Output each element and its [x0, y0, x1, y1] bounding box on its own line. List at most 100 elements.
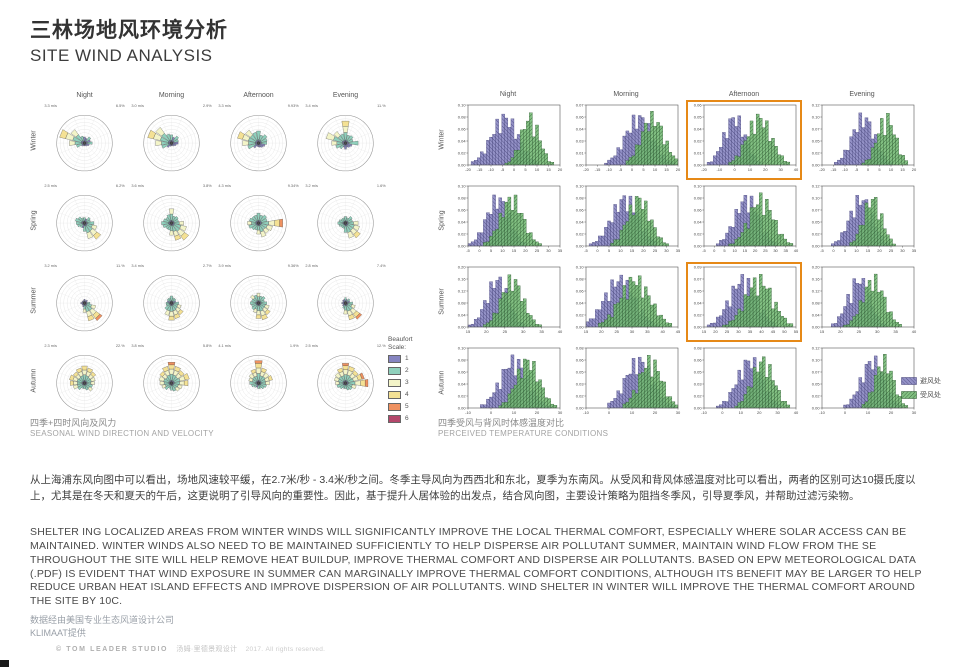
- svg-text:20: 20: [676, 167, 681, 172]
- svg-text:9.36%: 9.36%: [288, 264, 300, 268]
- svg-text:0.10: 0.10: [458, 102, 467, 107]
- beaufort-legend-item: 5: [388, 402, 413, 411]
- svg-text:20: 20: [753, 248, 758, 253]
- row-label-text: Spring: [439, 210, 447, 231]
- beaufort-legend-item: 6: [388, 414, 413, 423]
- beaufort-legend-item: 1: [388, 354, 413, 363]
- svg-text:3.2 m/s: 3.2 m/s: [44, 264, 57, 268]
- svg-text:0.05: 0.05: [576, 369, 585, 374]
- svg-text:15: 15: [702, 329, 707, 334]
- svg-text:-20: -20: [465, 167, 472, 172]
- svg-text:0.06: 0.06: [576, 114, 585, 119]
- svg-text:-10: -10: [606, 167, 613, 172]
- column-header-night: Night: [499, 91, 517, 98]
- svg-text:0.04: 0.04: [458, 381, 467, 386]
- histogram-chart: 0.00 0.02 0.04 0.05 0.07 0.09 15 20 25 30 35 40 45 50…: [694, 264, 799, 334]
- wind-rose: 2.3 m/s 22.%: [41, 340, 128, 420]
- wind-rose: 2.5 m/s 6.2%: [41, 180, 128, 260]
- temperature-histogram: 0.00 0.01 0.02 0.04 0.05 0.06 -20 -10 0 10 20 30 40: [685, 99, 803, 180]
- column-header-evening: Evening: [332, 92, 359, 99]
- histogram-chart: 0.00 0.01 0.02 0.04 0.05 0.06 -20 -10 0 10 20 30 40: [694, 102, 799, 172]
- svg-text:10: 10: [739, 410, 744, 415]
- svg-text:0.08: 0.08: [458, 357, 467, 362]
- svg-text:10: 10: [854, 248, 859, 253]
- svg-text:10: 10: [618, 248, 623, 253]
- plot-box: 0.00 0.02 0.04 0.06 0.08 0.10 15 20 25 30 35 40 45: [568, 262, 684, 342]
- row-label-text: Summer: [439, 288, 447, 315]
- svg-text:0.01: 0.01: [694, 150, 703, 155]
- svg-text:40: 40: [794, 410, 799, 415]
- histogram-chart: 0.00 0.02 0.03 0.05 0.06 0.08 -10 0 10 20 30: [576, 345, 681, 415]
- svg-text:0.00: 0.00: [458, 162, 467, 167]
- svg-text:0.00: 0.00: [812, 243, 821, 248]
- plot-box: 0.00 0.02 0.05 0.07 0.10 0.12 -20 -15 -10 -5 0 5 10 1…: [804, 100, 920, 180]
- wind-rose-chart: 3.4 m/s 2.7%: [131, 264, 212, 332]
- svg-text:-5: -5: [466, 248, 470, 253]
- svg-text:4.1 m/s: 4.1 m/s: [218, 344, 231, 348]
- row-label-text: Winter: [31, 129, 39, 151]
- svg-text:10: 10: [630, 410, 635, 415]
- wind-rose-chart: 3.6 m/s 3.8%: [131, 184, 212, 252]
- wind-rose-chart: 3.0 m/s 2.9%: [131, 104, 212, 172]
- wind-rose: 3.4 m/s 11.%: [302, 100, 389, 180]
- svg-text:3.8 m/s: 3.8 m/s: [131, 344, 144, 348]
- svg-text:5: 5: [490, 248, 493, 253]
- svg-text:-5: -5: [501, 167, 505, 172]
- svg-text:0.06: 0.06: [694, 102, 703, 107]
- beaufort-label: 1: [405, 355, 409, 363]
- svg-text:0.02: 0.02: [576, 393, 585, 398]
- svg-text:0.04: 0.04: [694, 300, 703, 305]
- svg-text:5: 5: [524, 167, 527, 172]
- beaufort-swatch: [388, 390, 401, 399]
- left-caption: 四季+四时风向及风力 SEASONAL WIND DIRECTION AND V…: [30, 418, 214, 439]
- svg-text:0.04: 0.04: [458, 312, 467, 317]
- svg-text:30: 30: [773, 248, 778, 253]
- svg-text:-15: -15: [477, 167, 484, 172]
- svg-text:0.03: 0.03: [576, 381, 585, 386]
- right-caption-zh: 四季受风与背风时体感温度对比: [438, 418, 565, 428]
- svg-text:0.00: 0.00: [694, 243, 703, 248]
- beaufort-legend-item: 4: [388, 390, 413, 399]
- svg-text:35: 35: [676, 248, 681, 253]
- wind-rose-chart: 3.2 m/s 1.6%: [305, 184, 386, 252]
- title-block: 三林场地风环境分析 SITE WIND ANALYSIS: [30, 14, 228, 66]
- plot-box: 0.00 0.04 0.08 0.12 0.16 0.20 15 20 25 30 35 40: [450, 262, 566, 342]
- beaufort-legend-title-line2: Scale:: [388, 343, 407, 351]
- svg-text:-10: -10: [488, 167, 495, 172]
- svg-text:35: 35: [784, 248, 789, 253]
- svg-text:2.5 m/s: 2.5 m/s: [44, 184, 57, 188]
- svg-text:3.8%: 3.8%: [203, 184, 212, 188]
- svg-text:2.3 m/s: 2.3 m/s: [44, 344, 57, 348]
- svg-text:25: 25: [503, 329, 508, 334]
- histogram-chart: 0.00 0.02 0.03 0.05 0.06 0.08 -10 0 10 20 30 40: [694, 345, 799, 415]
- svg-text:0.08: 0.08: [576, 276, 585, 281]
- svg-text:-5: -5: [855, 167, 859, 172]
- temperature-histogram: 0.00 0.02 0.05 0.07 0.10 0.12 -5 0 5 10 15 20 25 30 35: [803, 180, 921, 261]
- temperature-histogram: 0.00 0.02 0.04 0.06 0.08 0.10 -5 0 5 10 15 20 25 30 35…: [685, 180, 803, 261]
- svg-text:-10: -10: [465, 410, 472, 415]
- svg-text:-20: -20: [583, 167, 590, 172]
- histogram-chart: 0.00 0.02 0.04 0.06 0.08 0.10 -5 0 5 10 15 20 25 30 35: [576, 183, 681, 253]
- svg-text:35: 35: [893, 329, 898, 334]
- wind-rose-chart: 4.1 m/s 1.9%: [218, 344, 299, 412]
- svg-text:0.10: 0.10: [694, 183, 703, 188]
- svg-text:0.00: 0.00: [458, 243, 467, 248]
- plot-box: 0.00 0.02 0.03 0.05 0.06 0.08 -10 0 10 20 30 40: [686, 343, 802, 423]
- svg-text:0.04: 0.04: [576, 300, 585, 305]
- svg-text:35: 35: [748, 329, 753, 334]
- beaufort-legend: Beaufort Scale: 1 2 3 4 5 6: [388, 336, 413, 427]
- svg-text:0.07: 0.07: [812, 207, 821, 212]
- svg-text:-5: -5: [584, 248, 588, 253]
- svg-text:9.93%: 9.93%: [288, 104, 300, 108]
- temperature-histogram: 0.00 0.02 0.04 0.06 0.08 0.10 -10 0 10 20 30: [449, 342, 567, 423]
- histogram-chart: 0.00 0.04 0.08 0.12 0.16 0.20 15 20 25 30 35 40: [812, 264, 917, 334]
- svg-text:0.20: 0.20: [458, 264, 467, 269]
- plot-box: 0.00 0.02 0.04 0.06 0.08 0.10 -20 -15 -10 -5 0 5 10 1…: [450, 100, 566, 180]
- svg-text:5: 5: [844, 248, 847, 253]
- svg-text:-10: -10: [716, 167, 723, 172]
- svg-text:0: 0: [608, 410, 611, 415]
- svg-text:0: 0: [734, 167, 737, 172]
- svg-text:20: 20: [877, 248, 882, 253]
- histogram-legend-item: 避风处: [901, 376, 941, 386]
